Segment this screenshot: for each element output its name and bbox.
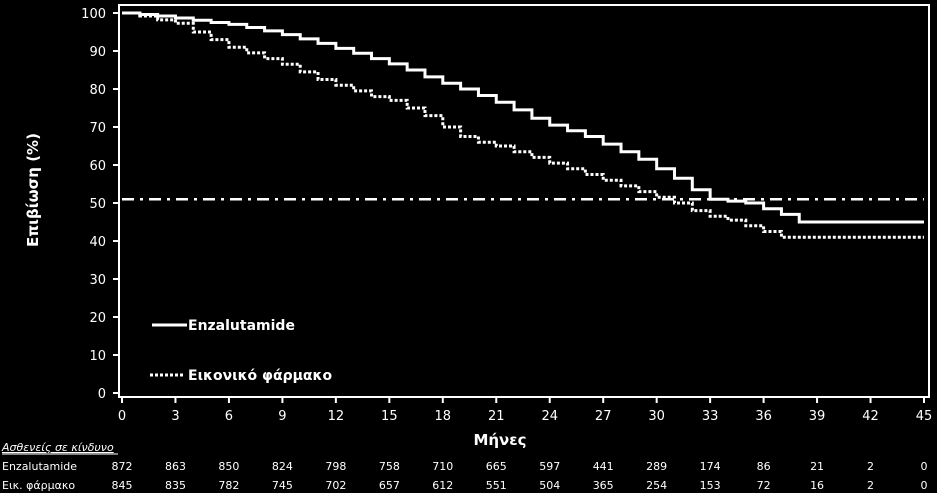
x-tick-label: 24 [541,409,558,424]
risk-value: 21 [810,460,824,473]
risk-row-label-placebo: Εικ. φάρμακο [2,479,75,492]
x-tick-label: 0 [118,409,126,424]
x-tick-label: 12 [328,409,345,424]
risk-value: 798 [325,460,346,473]
risk-value: 72 [757,479,771,492]
risk-value: 0 [921,460,928,473]
plot-frame [118,4,930,398]
risk-value: 863 [165,460,186,473]
legend-label-enzalutamide: Enzalutamide [188,318,295,334]
y-tick-label: 10 [89,349,106,364]
series-line-enzalutamide [122,11,924,224]
risk-value: 365 [593,479,614,492]
risk-value: 0 [921,479,928,492]
y-tick-label: 80 [89,83,106,98]
x-tick-label: 42 [862,409,879,424]
risk-value: 850 [218,460,239,473]
risk-value: 665 [486,460,507,473]
risk-value: 612 [432,479,453,492]
y-tick-label: 60 [89,159,106,174]
risk-value: 597 [539,460,560,473]
x-tick-label: 18 [435,409,452,424]
risk-value: 504 [539,479,560,492]
risk-table-title: Ασθενείς σε κίνδυνο [1,441,114,454]
risk-value: 745 [272,479,293,492]
risk-value: 16 [810,479,824,492]
risk-value: 758 [379,460,400,473]
x-tick-label: 6 [225,409,233,424]
x-tick-label: 27 [595,409,612,424]
x-tick-label: 45 [916,409,933,424]
y-tick-label: 40 [89,235,106,250]
y-axis: 0 10 20 30 40 50 60 70 80 90 100 [81,7,119,402]
risk-value: 153 [700,479,721,492]
risk-values: 872 863 850 824 798 758 710 665 597 441 289 174 86 21… [112,460,928,492]
x-tick-label: 33 [702,409,719,424]
series-lines [122,11,924,239]
risk-value: 174 [700,460,721,473]
risk-value: 782 [218,479,239,492]
risk-value: 86 [757,460,771,473]
y-tick-label: 0 [98,387,106,402]
risk-value: 835 [165,479,186,492]
x-tick-label: 39 [809,409,826,424]
risk-value: 441 [593,460,614,473]
risk-value: 657 [379,479,400,492]
x-tick-label: 15 [381,409,398,424]
series-line-placebo [122,11,924,239]
y-tick-label: 30 [89,273,106,288]
risk-value: 551 [486,479,507,492]
y-tick-label: 100 [81,7,106,22]
risk-value: 872 [112,460,133,473]
x-tick-label: 9 [278,409,286,424]
risk-value: 845 [112,479,133,492]
risk-value: 2 [867,460,874,473]
x-tick-label: 3 [171,409,179,424]
y-tick-label: 70 [89,121,106,136]
x-tick-label: 30 [648,409,665,424]
legend-label-placebo: Εικονικό φάρμακο [188,368,332,384]
y-tick-label: 50 [89,197,106,212]
y-tick-label: 20 [89,311,106,326]
y-axis-title: Επιβίωση (%) [24,133,42,247]
x-axis-title: Μήνες [473,431,526,449]
x-tick-label: 21 [488,409,505,424]
risk-row-label-enzalutamide: Enzalutamide [2,460,77,473]
risk-value: 254 [646,479,667,492]
risk-value: 2 [867,479,874,492]
legend: Enzalutamide Εικονικό φάρμακο [150,318,332,384]
y-tick-label: 90 [89,45,106,60]
risk-value: 289 [646,460,667,473]
risk-value: 702 [325,479,346,492]
risk-value: 710 [432,460,453,473]
x-axis: 0 3 6 9 12 15 18 21 24 27 30 33 36 39 42 45 [118,397,932,424]
risk-table: Ασθενείς σε κίνδυνο Enzalutamide Εικ. φά… [1,441,928,492]
x-tick-label: 36 [755,409,772,424]
risk-value: 824 [272,460,293,473]
